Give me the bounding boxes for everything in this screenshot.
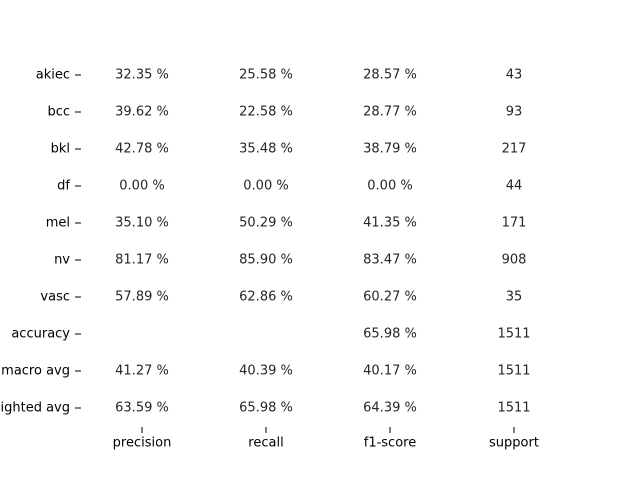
table-cell: 32.35 % <box>115 68 169 83</box>
row-label: vasc <box>40 290 70 305</box>
table-cell: 62.86 % <box>239 290 293 305</box>
table-cell: 81.17 % <box>115 253 169 268</box>
table-cell: 35.10 % <box>115 216 169 231</box>
table-cell: 63.59 % <box>115 401 169 416</box>
row-label: df <box>57 179 70 194</box>
table-cell: 42.78 % <box>115 142 169 157</box>
table-cell: 35.48 % <box>239 142 293 157</box>
table-cell: 0.00 % <box>367 179 412 194</box>
row-label: bcc <box>47 105 70 120</box>
column-label: precision <box>113 436 172 451</box>
table-cell: 908 <box>502 253 527 268</box>
table-cell: 1511 <box>497 401 530 416</box>
column-ticks <box>141 427 515 433</box>
table-cell: 65.98 % <box>363 327 417 342</box>
table-cell: 0.00 % <box>119 179 164 194</box>
table-cell: 0.00 % <box>243 179 288 194</box>
row-labels: akiec bcc bkl df mel nv vasc accuracy macro avg w… <box>0 68 70 416</box>
row-label: nv <box>54 253 70 268</box>
table-cell: 93 <box>506 105 523 120</box>
row-label: macro avg <box>1 364 70 379</box>
row-label: accuracy <box>11 327 70 342</box>
table-cell: 40.17 % <box>363 364 417 379</box>
row-label: mel <box>46 216 70 231</box>
row-ticks <box>75 74 81 409</box>
table-cell: 171 <box>502 216 527 231</box>
row-label: weighted avg <box>0 401 70 416</box>
table-cell: 25.58 % <box>239 68 293 83</box>
table-cell: 38.79 % <box>363 142 417 157</box>
table-cell: 1511 <box>497 364 530 379</box>
table-cell: 28.77 % <box>363 105 417 120</box>
table-cell: 57.89 % <box>115 290 169 305</box>
table-cell: 1511 <box>497 327 530 342</box>
table-cell: 85.90 % <box>239 253 293 268</box>
row-label: akiec <box>36 68 70 83</box>
column-label: f1-score <box>364 436 416 451</box>
table-cell: 40.39 % <box>239 364 293 379</box>
table-cells: 32.35 % 25.58 % 28.57 % 43 39.62 % 22.58 % 28.… <box>115 68 530 416</box>
table-cell: 28.57 % <box>363 68 417 83</box>
table-cell: 217 <box>502 142 527 157</box>
table-cell: 43 <box>506 68 523 83</box>
table-cell: 22.58 % <box>239 105 293 120</box>
table-cell: 50.29 % <box>239 216 293 231</box>
row-label: bkl <box>51 142 70 157</box>
table-cell: 83.47 % <box>363 253 417 268</box>
column-label: support <box>489 436 539 451</box>
table-cell: 41.27 % <box>115 364 169 379</box>
table-cell: 39.62 % <box>115 105 169 120</box>
table-cell: 65.98 % <box>239 401 293 416</box>
table-cell: 35 <box>506 290 523 305</box>
table-cell: 41.35 % <box>363 216 417 231</box>
column-labels: precision recall f1-score support <box>113 436 539 451</box>
table-cell: 64.39 % <box>363 401 417 416</box>
table-cell: 60.27 % <box>363 290 417 305</box>
table-cell: 44 <box>506 179 523 194</box>
column-label: recall <box>248 436 283 451</box>
